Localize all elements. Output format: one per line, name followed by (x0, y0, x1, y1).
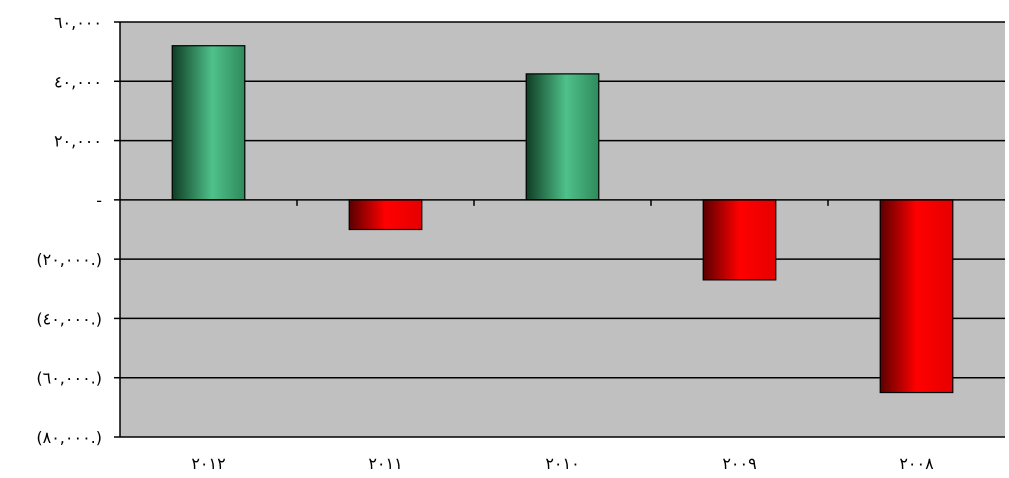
y-tick-label: (٦٠,٠٠٠.) (36, 369, 102, 388)
y-tick-label: (٢٠,٠٠٠.) (36, 250, 102, 269)
x-tick-label: ٢٠٠٨ (899, 454, 934, 473)
y-tick-label: (٤٠,٠٠٠.) (36, 309, 102, 328)
y-tick-label: ٦٠,٠٠٠ (54, 13, 102, 32)
x-tick-label: ٢٠١٢ (191, 454, 225, 473)
bar (879, 199, 954, 394)
y-tick-label: (٨٠,٠٠٠.) (36, 428, 102, 447)
bar (348, 199, 423, 231)
y-tick-label: ٤٠,٠٠٠ (54, 72, 102, 91)
bars (171, 45, 954, 394)
bar (702, 199, 777, 281)
y-tick-label: ٢٠,٠٠٠ (54, 132, 102, 151)
x-tick-label: ٢٠١١ (368, 454, 402, 473)
x-tick-label: ٢٠١٠ (545, 454, 579, 473)
y-axis-tick-labels: ٦٠,٠٠٠ ٤٠,٠٠٠ ٢٠,٠٠٠ - (٢٠,٠٠٠.) (٤٠,٠٠٠.) (٦٠… (36, 13, 102, 447)
bar (525, 73, 600, 201)
x-axis-tick-labels: ٢٠١٢ ٢٠١١ ٢٠١٠ ٢٠٠٩ ٢٠٠٨ (191, 454, 934, 473)
bar (171, 45, 246, 201)
x-tick-label: ٢٠٠٩ (722, 454, 756, 473)
axes (119, 22, 1005, 438)
y-tick-label: - (96, 191, 102, 210)
